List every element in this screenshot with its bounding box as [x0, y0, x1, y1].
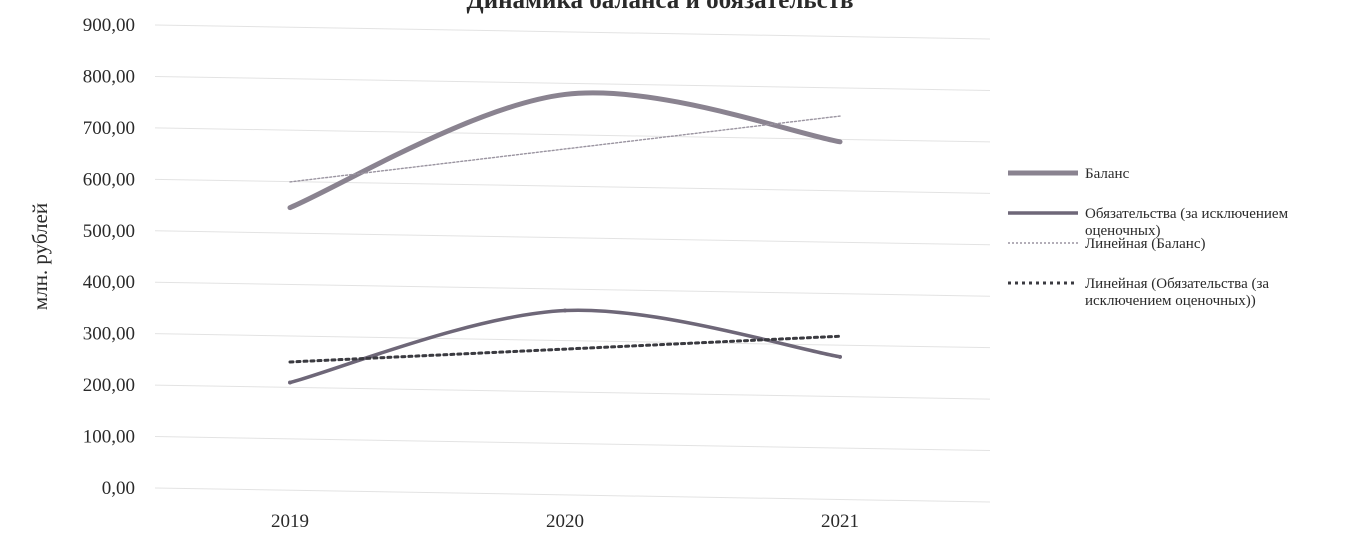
gridline — [154, 436, 991, 452]
data-point — [288, 180, 292, 184]
y-axis-label: млн. рублей — [28, 203, 52, 310]
legend-label: Баланс — [1085, 166, 1130, 182]
data-point — [563, 308, 567, 313]
y-tick-label: 700,00 — [83, 118, 135, 139]
x-tick-label: 2021 — [821, 511, 859, 532]
data-point — [563, 92, 567, 97]
data-point — [288, 360, 292, 364]
chart-title: Динамика баланса и обязательств — [467, 0, 854, 14]
y-tick-label: 800,00 — [83, 66, 135, 87]
y-tick-label: 0,00 — [102, 478, 135, 499]
data-point — [838, 139, 842, 144]
y-tick-label: 300,00 — [83, 324, 135, 345]
data-point — [563, 347, 567, 351]
gridline — [154, 384, 991, 400]
y-tick-label: 600,00 — [83, 169, 135, 190]
y-tick-label: 500,00 — [83, 221, 135, 242]
data-point — [838, 334, 842, 338]
gridline — [154, 24, 991, 40]
series-line-2 — [288, 308, 842, 385]
x-tick-label: 2019 — [271, 511, 309, 532]
data-point — [288, 205, 292, 210]
legend-label: Линейная (Баланс) — [1085, 236, 1205, 252]
y-tick-label: 100,00 — [83, 427, 135, 448]
gridline — [154, 75, 991, 91]
y-tick-label: 900,00 — [83, 15, 135, 36]
y-tick-label: 200,00 — [83, 375, 135, 396]
data-point — [838, 354, 842, 359]
series-line-4 — [288, 334, 842, 364]
x-tick-label: 2020 — [546, 511, 584, 532]
gridline — [154, 178, 991, 194]
gridline — [154, 333, 991, 349]
legend-label: Обязательства (за исключением оценочных) — [1085, 206, 1289, 239]
data-point — [563, 147, 567, 151]
data-point — [288, 380, 292, 385]
gridline — [154, 230, 991, 246]
y-tick-label: 400,00 — [83, 272, 135, 293]
series-line-3 — [289, 115, 841, 183]
legend-label: Линейная (Обязательства (за исключением о… — [1085, 276, 1269, 309]
gridline — [154, 281, 991, 297]
data-point — [838, 114, 842, 118]
gridline — [154, 487, 991, 503]
gridline — [154, 127, 991, 143]
